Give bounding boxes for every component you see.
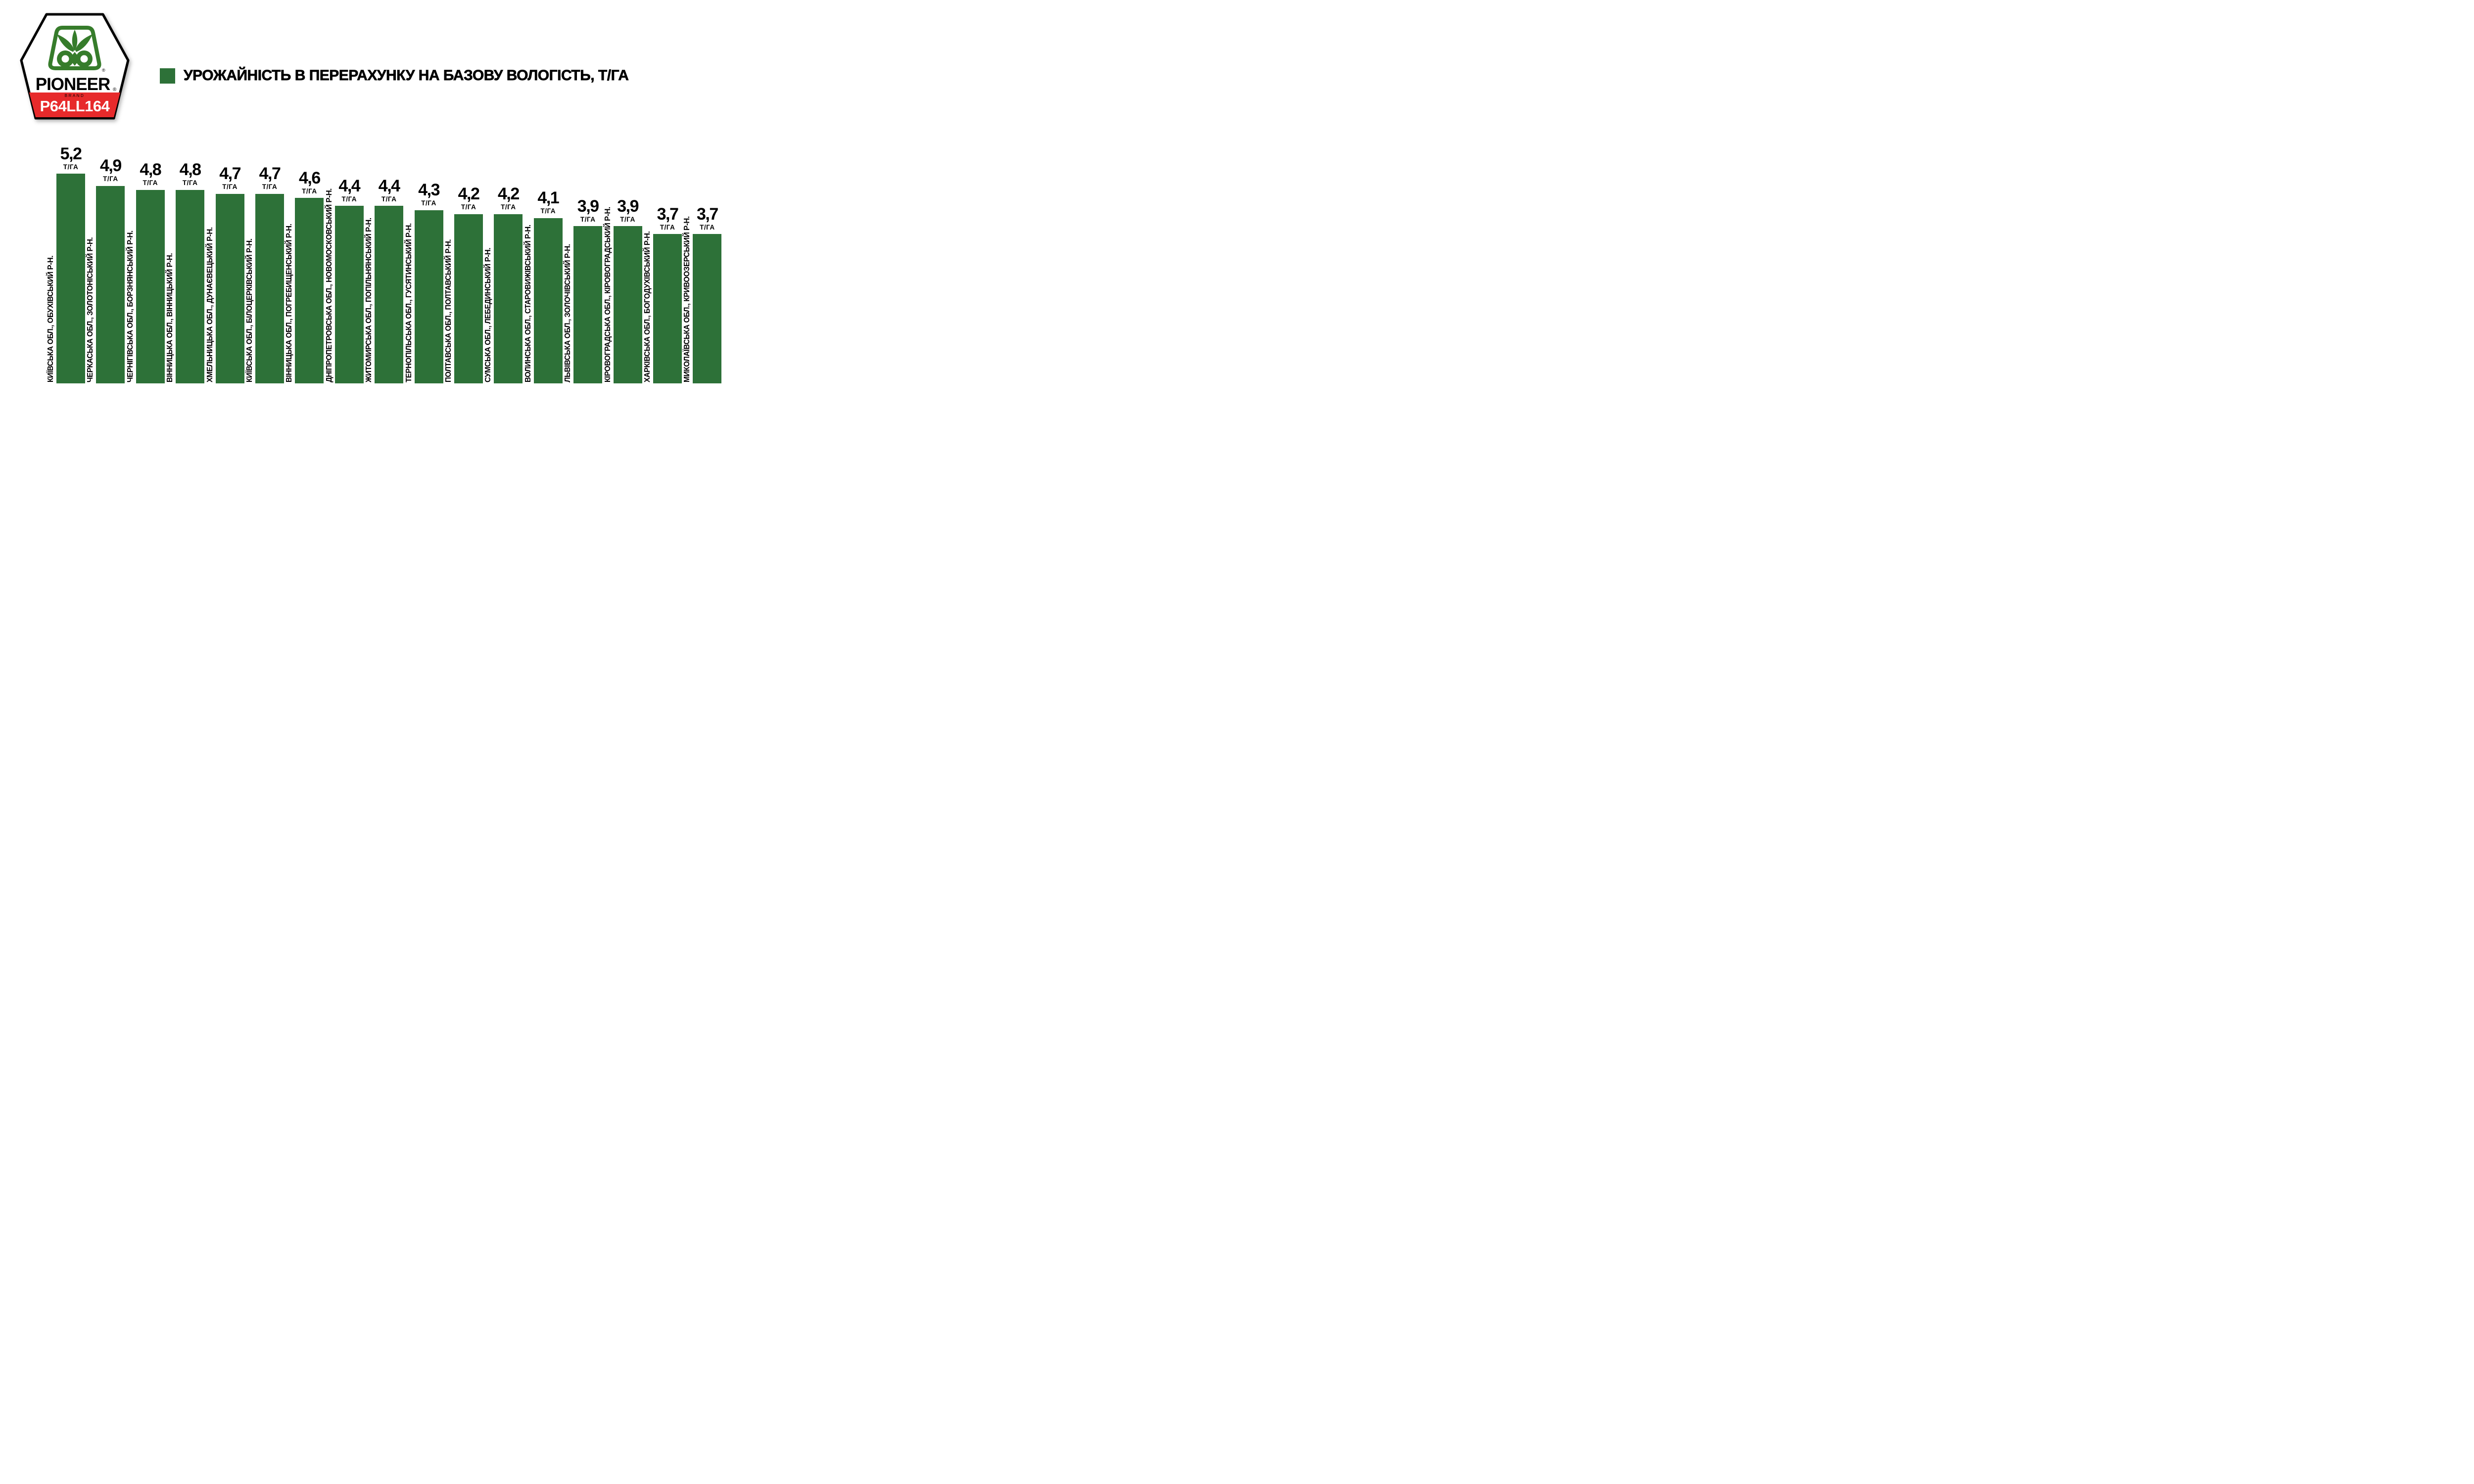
bar bbox=[693, 234, 722, 383]
bar-value-group: 4,3 Т/ГА bbox=[418, 181, 440, 207]
bar bbox=[573, 226, 603, 383]
logo-registered-mark: ® bbox=[102, 68, 105, 73]
bar-value-label: 4,2 bbox=[458, 185, 480, 204]
pioneer-badge-graphic: ® PIONEER ® BRAND P64LL164 bbox=[20, 13, 130, 120]
bar-category-label: ХМЕЛЬНИЦЬКА ОБЛ., ДУНАЄВЕЦЬКИЙ Р-Н. bbox=[205, 227, 214, 382]
bar-unit-label: Т/ГА bbox=[302, 187, 317, 195]
bar bbox=[136, 189, 165, 383]
bar-value-label: 3,7 bbox=[697, 204, 718, 224]
bar-unit-label: Т/ГА bbox=[63, 163, 79, 171]
bar-category-label: ХАРКІВСЬКА ОБЛ., БОГОДУХІВСЬКИЙ Р-Н. bbox=[643, 231, 652, 382]
bar-category-label: ВІННИЦЬКА ОБЛ., ПОГРЕБИЩЕНСЬКИЙ Р-Н. bbox=[285, 224, 294, 382]
bar-category-label: СУМСЬКА ОБЛ., ЛЕБЕДИНСЬКИЙ Р-Н. bbox=[484, 247, 493, 382]
bar bbox=[414, 210, 443, 383]
pioneer-trefoil-icon bbox=[48, 26, 101, 70]
bar-category-label: ЧЕРНІГІВСЬКА ОБЛ., БОРЗНЯНСЬКИЙ Р-Н. bbox=[126, 231, 135, 382]
bar-value-label: 3,9 bbox=[617, 196, 639, 216]
bar-value-group: 4,6 Т/ГА bbox=[299, 168, 321, 195]
bar-value-group: 3,9 Т/ГА bbox=[577, 198, 599, 223]
bar-category-label: КИЇВСЬКА ОБЛ., БІЛОЦЕРКІВСЬКИЙ Р-Н. bbox=[245, 238, 254, 382]
bar bbox=[295, 198, 324, 383]
bar-value-label: 4,4 bbox=[378, 176, 400, 195]
bar-value-group: 4,7 Т/ГА bbox=[219, 164, 241, 191]
bar bbox=[56, 174, 85, 383]
bar bbox=[96, 186, 125, 383]
bar-unit-label: Т/ГА bbox=[421, 199, 436, 207]
bar-unit-label: Т/ГА bbox=[182, 179, 198, 187]
pioneer-badge: ® PIONEER ® BRAND P64LL164 bbox=[20, 13, 130, 121]
bar-category-label: ВІННИЦЬКА ОБЛ., ВІННИЦЬКИЙ Р-Н. bbox=[166, 253, 175, 382]
bar-unit-label: Т/ГА bbox=[501, 203, 516, 211]
bar-unit-label: Т/ГА bbox=[620, 215, 635, 223]
bar-category-label: ПОЛТАВСЬКА ОБЛ., ПОЛТАВСЬКИЙ Р-Н. bbox=[444, 239, 453, 382]
bar-value-group: 4,4 Т/ГА bbox=[379, 178, 400, 203]
bar-category-label: ВОЛИНСЬКА ОБЛ., СТАРОВИЖІВСЬКИЙ Р-Н. bbox=[523, 225, 532, 382]
bar-unit-label: Т/ГА bbox=[381, 195, 397, 203]
bar bbox=[454, 214, 483, 383]
bar-value-group: 4,2 Т/ГА bbox=[458, 185, 480, 211]
bar-category-label: КІРОВОГРАДСЬКА ОБЛ., КІРОВОГРАДСЬКИЙ Р-Н… bbox=[603, 207, 612, 382]
bar-unit-label: Т/ГА bbox=[341, 195, 357, 203]
bar-value-group: 4,8 Т/ГА bbox=[180, 161, 201, 186]
bar-value-label: 3,9 bbox=[577, 196, 599, 216]
bar-category-label: ЧЕРКАСЬКА ОБЛ., ЗОЛОТОНІСЬКИЙ Р-Н. bbox=[86, 237, 95, 382]
bar-value-group: 3,7 Т/ГА bbox=[697, 206, 718, 231]
bar-value-group: 3,9 Т/ГА bbox=[617, 196, 639, 223]
bar-unit-label: Т/ГА bbox=[700, 223, 715, 231]
bar-value-group: 4,1 Т/ГА bbox=[537, 189, 559, 215]
bar-unit-label: Т/ГА bbox=[580, 215, 596, 223]
bar-unit-label: Т/ГА bbox=[103, 175, 118, 183]
bar-chart: 5,2 Т/ГА КИЇВСЬКА ОБЛ., ОБУХІВСЬКИЙ Р-Н.… bbox=[0, 0, 776, 436]
bar-value-label: 4,9 bbox=[100, 156, 122, 176]
bar-value-group: 4,4 Т/ГА bbox=[338, 178, 360, 203]
bar-value-label: 4,7 bbox=[219, 164, 241, 184]
bar-value-group: 4,2 Т/ГА bbox=[498, 185, 520, 211]
bar-value-label: 4,8 bbox=[179, 160, 201, 180]
bar-value-label: 4,4 bbox=[338, 176, 360, 195]
bar bbox=[334, 206, 364, 383]
bar-value-label: 3,7 bbox=[657, 204, 679, 224]
bar-value-group: 3,7 Т/ГА bbox=[657, 204, 679, 231]
bar-category-label: МИКОЛАЇВСЬКА ОБЛ., КРИВООЗЕРСЬКИЙ Р-Н. bbox=[683, 216, 692, 382]
bar-unit-label: Т/ГА bbox=[222, 183, 238, 191]
bar-category-label: КИЇВСЬКА ОБЛ., ОБУХІВСЬКИЙ Р-Н. bbox=[47, 255, 55, 382]
product-band bbox=[29, 93, 120, 117]
product-code: P64LL164 bbox=[40, 97, 110, 115]
bar-value-group: 4,7 Т/ГА bbox=[259, 165, 281, 190]
bar-category-label: ТЕРНОПІЛЬСЬКА ОБЛ., ГУСЯТИНСЬКИЙ Р-Н. bbox=[404, 223, 413, 382]
wordmark-registered-mark: ® bbox=[113, 87, 117, 93]
legend-swatch bbox=[160, 68, 175, 84]
chart-title: УРОЖАЙНІСТЬ В ПЕРЕРАХУНКУ НА БАЗОВУ ВОЛО… bbox=[184, 67, 629, 84]
pioneer-wordmark: PIONEER bbox=[36, 75, 110, 94]
bar-unit-label: Т/ГА bbox=[660, 223, 675, 231]
infographic-page: ® PIONEER ® BRAND P64LL164 УРОЖАЙНІСТЬ В… bbox=[0, 0, 776, 436]
bar-value-label: 4,8 bbox=[140, 160, 161, 180]
bar bbox=[176, 189, 205, 383]
bar bbox=[375, 206, 404, 383]
bar-category-label: ЛЬВІВСЬКА ОБЛ., ЗОЛОЧІВСЬКИЙ Р-Н. bbox=[564, 244, 572, 382]
bar-category-label: ДНІПРОПЕТРОВСЬКА ОБЛ., НОВОМОСКОВСЬКИЙ Р… bbox=[325, 188, 333, 382]
bar-value-group: 5,2 Т/ГА bbox=[60, 145, 82, 171]
bar-value-label: 5,2 bbox=[60, 144, 82, 163]
bar bbox=[533, 218, 563, 383]
bar-value-label: 4,2 bbox=[498, 185, 520, 204]
chart-header: УРОЖАЙНІСТЬ В ПЕРЕРАХУНКУ НА БАЗОВУ ВОЛО… bbox=[160, 67, 629, 84]
bar-value-label: 4,7 bbox=[259, 164, 281, 184]
bar-value-label: 4,3 bbox=[418, 181, 440, 200]
brand-word: BRAND bbox=[65, 93, 85, 98]
bar bbox=[494, 214, 523, 383]
bar-value-label: 4,6 bbox=[299, 168, 321, 187]
bar-unit-label: Т/ГА bbox=[540, 207, 556, 215]
bar bbox=[613, 226, 642, 383]
bar-unit-label: Т/ГА bbox=[262, 183, 278, 191]
bar-value-label: 4,1 bbox=[537, 188, 559, 208]
bar bbox=[255, 193, 284, 383]
bar bbox=[653, 234, 682, 383]
bar-unit-label: Т/ГА bbox=[461, 203, 476, 211]
bar-unit-label: Т/ГА bbox=[143, 179, 158, 187]
bar-value-group: 4,9 Т/ГА bbox=[100, 156, 122, 183]
bar-category-label: ЖИТОМИРСЬКА ОБЛ., ПОПІЛЬНЯНСЬКИЙ Р-Н. bbox=[365, 218, 374, 382]
bar bbox=[215, 193, 244, 383]
bar-value-group: 4,8 Т/ГА bbox=[140, 161, 161, 186]
